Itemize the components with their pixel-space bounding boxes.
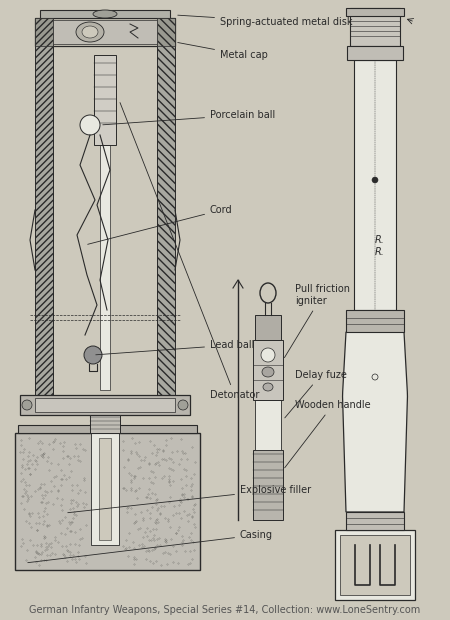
Text: German Infantry Weapons, Special Series #14, Collection: www.LoneSentry.com: German Infantry Weapons, Special Series … — [29, 605, 421, 615]
Text: Casing: Casing — [28, 530, 273, 563]
Bar — [53, 20, 157, 44]
Bar — [255, 400, 281, 450]
Ellipse shape — [261, 348, 275, 362]
Text: Porcelain ball: Porcelain ball — [103, 110, 275, 125]
Bar — [255, 315, 281, 340]
Bar — [354, 60, 396, 310]
Text: Cord: Cord — [88, 205, 233, 244]
Text: Lead ball: Lead ball — [96, 340, 254, 355]
Bar — [340, 535, 410, 595]
Text: Spring-actuated metal disk: Spring-actuated metal disk — [178, 15, 352, 27]
Bar — [94, 55, 116, 145]
Text: Explosive filler: Explosive filler — [68, 485, 311, 513]
Ellipse shape — [93, 10, 117, 18]
Bar — [100, 145, 110, 390]
Bar — [35, 18, 175, 46]
Bar — [99, 438, 111, 540]
Text: Delay fuze: Delay fuze — [285, 370, 347, 418]
Bar — [335, 530, 415, 600]
Bar — [253, 450, 283, 520]
Bar — [90, 415, 120, 433]
Bar — [15, 433, 200, 570]
Ellipse shape — [80, 115, 100, 135]
Ellipse shape — [76, 22, 104, 42]
Bar — [20, 395, 190, 415]
Ellipse shape — [84, 346, 102, 364]
Bar — [346, 310, 404, 332]
Polygon shape — [342, 332, 407, 512]
Text: Wooden handle: Wooden handle — [285, 400, 371, 468]
Bar — [350, 8, 400, 46]
Bar — [91, 428, 119, 545]
Ellipse shape — [82, 26, 98, 38]
Text: R.: R. — [375, 247, 385, 257]
Ellipse shape — [178, 400, 188, 410]
Text: Metal cap: Metal cap — [178, 43, 268, 60]
Ellipse shape — [262, 367, 274, 377]
Bar — [346, 512, 404, 530]
Bar — [18, 425, 197, 433]
Bar — [346, 8, 404, 16]
Text: Pull friction
igniter: Pull friction igniter — [284, 284, 350, 358]
Bar — [35, 45, 53, 395]
Text: R.: R. — [375, 235, 385, 245]
Ellipse shape — [263, 383, 273, 391]
Bar — [35, 18, 53, 46]
Text: Detonator: Detonator — [120, 102, 259, 400]
Bar — [53, 45, 157, 395]
Bar — [157, 45, 175, 395]
Bar — [40, 10, 170, 18]
Bar — [35, 398, 175, 412]
Ellipse shape — [372, 177, 378, 183]
Bar — [253, 340, 283, 400]
Bar — [347, 46, 403, 60]
Bar — [157, 18, 175, 46]
Ellipse shape — [22, 400, 32, 410]
